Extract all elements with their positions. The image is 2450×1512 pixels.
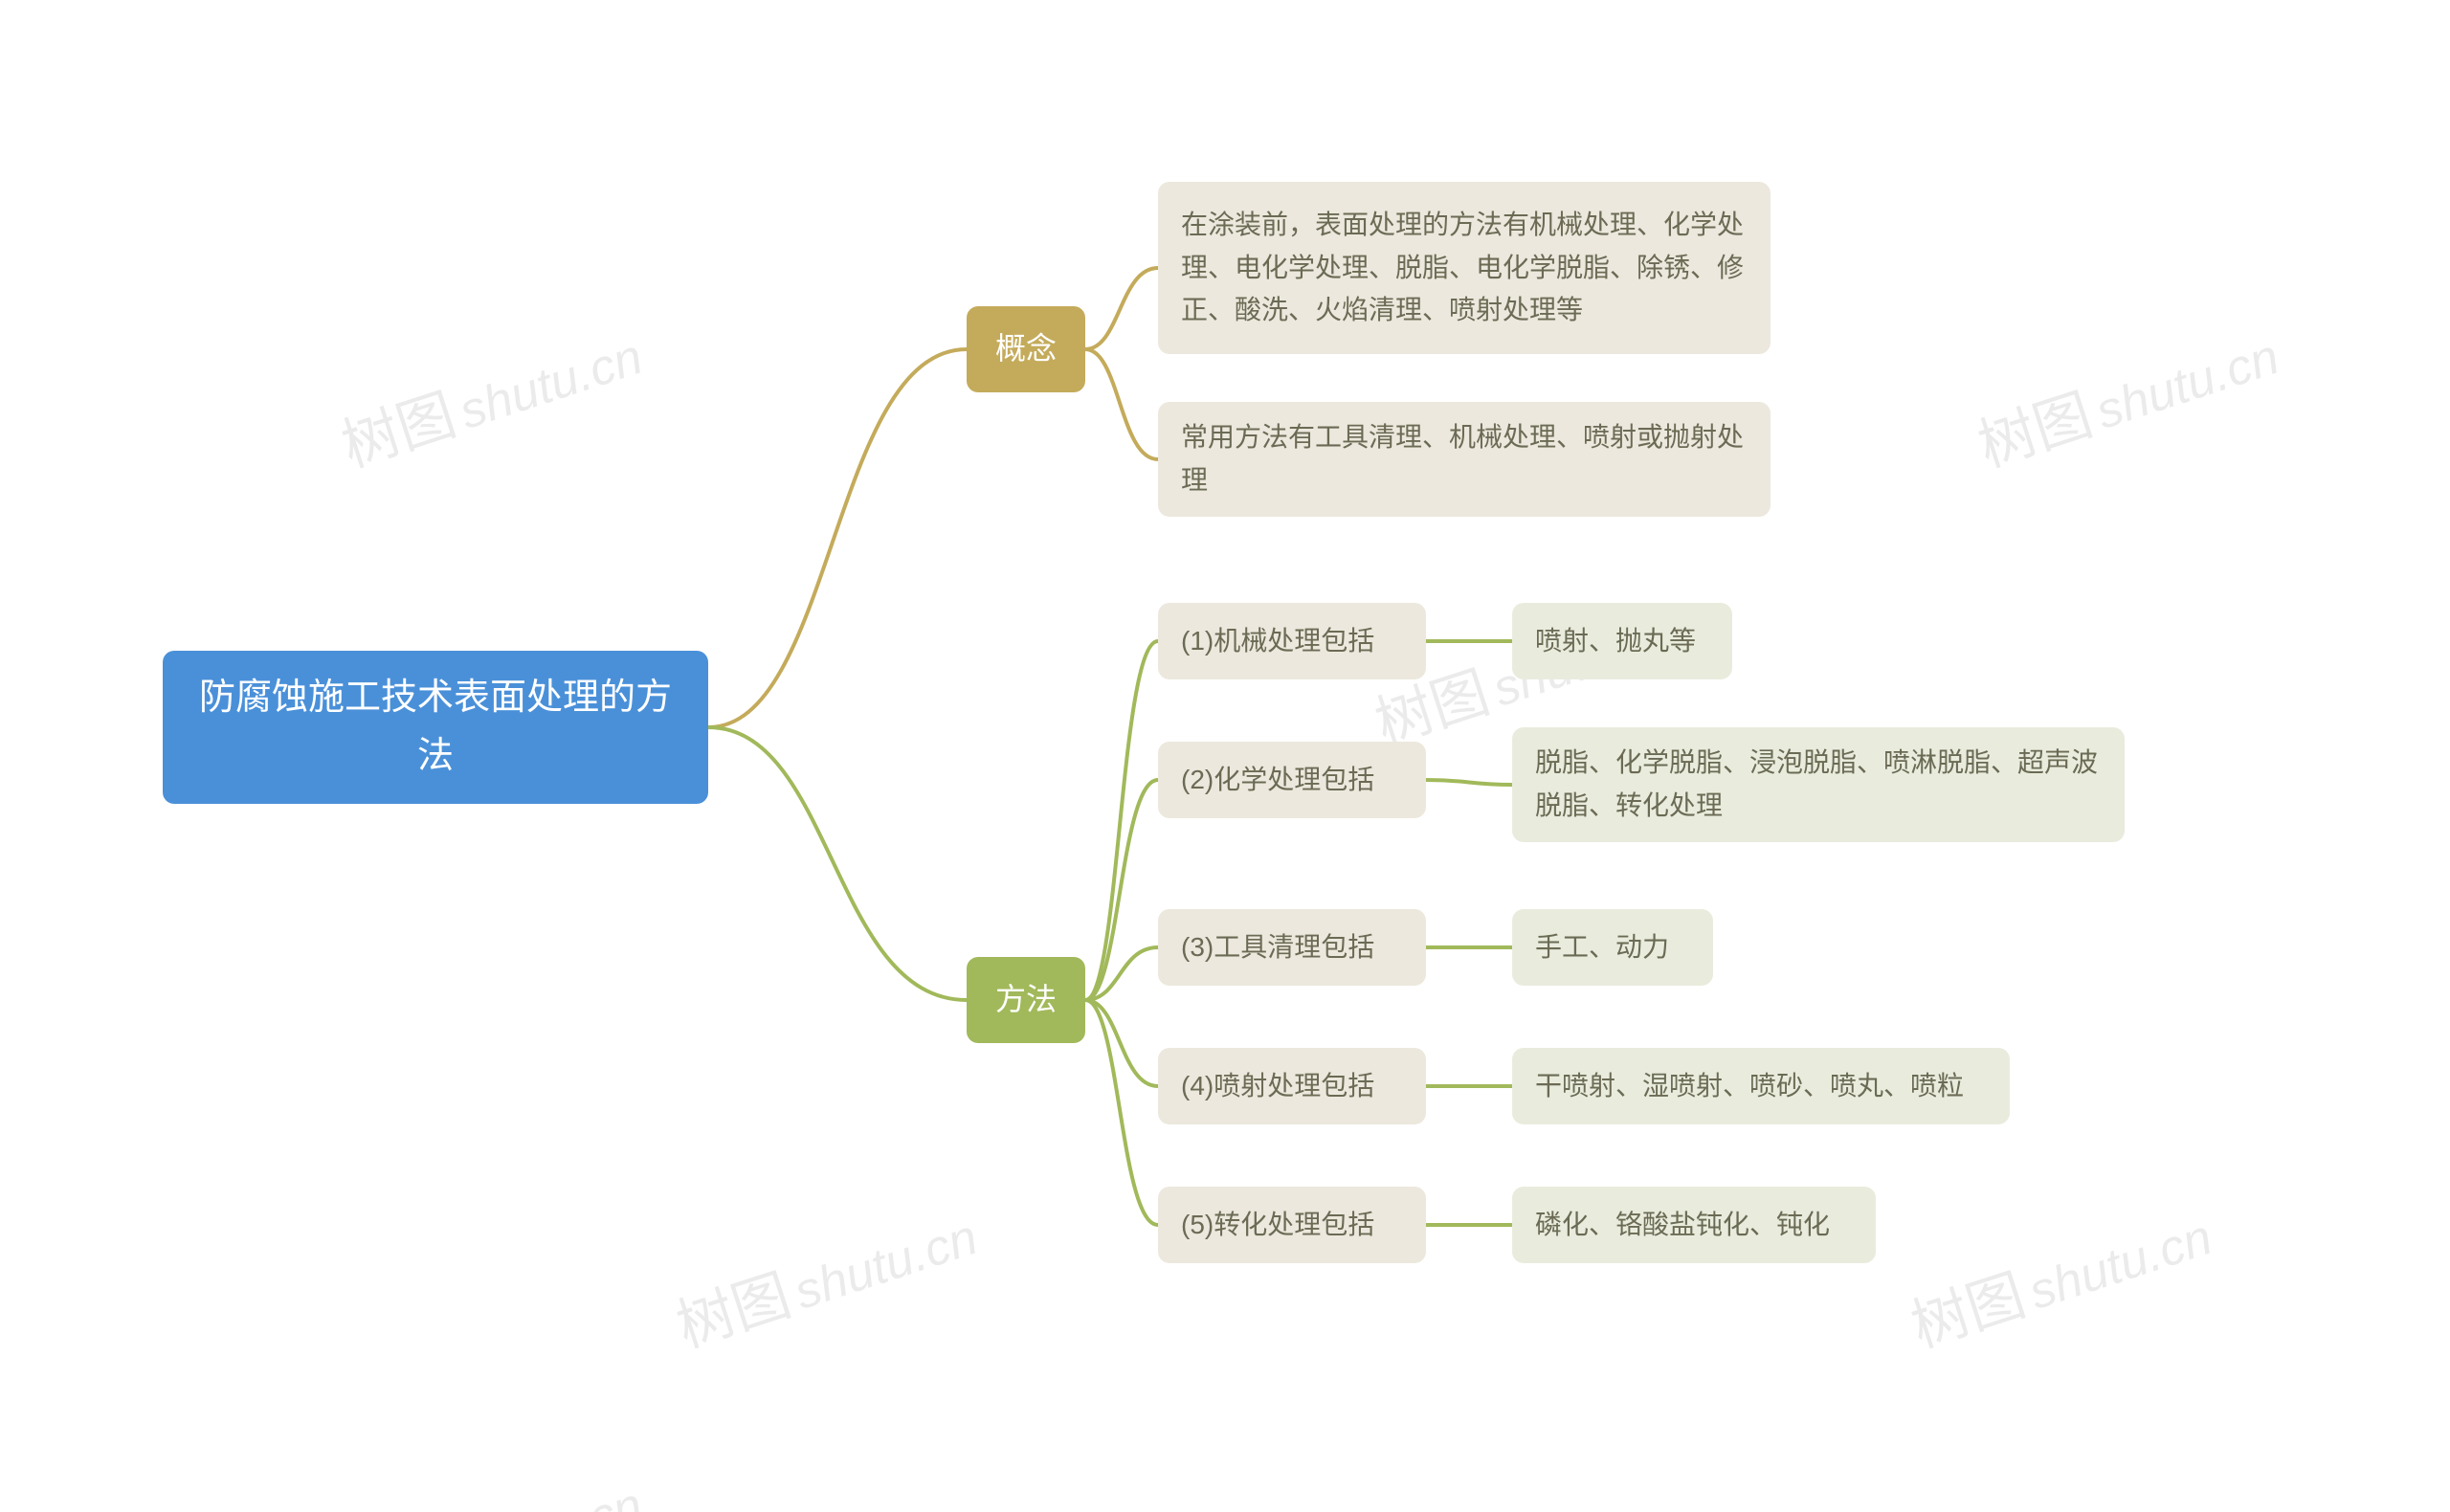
root-label: 防腐蚀施工技术表面处理的方法 [189, 669, 681, 786]
leaf-text: (4)喷射处理包括 [1181, 1065, 1374, 1108]
watermark: 树图shutu.cn [330, 1456, 652, 1512]
leaf-text: 喷射、抛丸等 [1535, 620, 1696, 663]
branch-label: 概念 [995, 324, 1057, 373]
leaf-text: (1)机械处理包括 [1181, 620, 1374, 663]
leaf-text: 干喷射、湿喷射、喷砂、喷丸、喷粒 [1535, 1065, 1964, 1108]
concept-leaf-1[interactable]: 在涂装前，表面处理的方法有机械处理、化学处理、电化学处理、脱脂、电化学脱脂、除锈… [1158, 182, 1771, 354]
method-sub-3[interactable]: (3)工具清理包括 [1158, 909, 1426, 986]
watermark: 树图shutu.cn [665, 1189, 987, 1364]
method-sub-2[interactable]: (2)化学处理包括 [1158, 742, 1426, 818]
leaf-text: 在涂装前，表面处理的方法有机械处理、化学处理、电化学处理、脱脂、电化学脱脂、除锈… [1181, 204, 1748, 332]
watermark: 树图shutu.cn [1967, 308, 2288, 483]
leaf-text: (5)转化处理包括 [1181, 1204, 1374, 1247]
leaf-text: 磷化、铬酸盐钝化、钝化 [1535, 1204, 1830, 1247]
leaf-text: (3)工具清理包括 [1181, 926, 1374, 969]
method-sub-5[interactable]: (5)转化处理包括 [1158, 1187, 1426, 1263]
root-node[interactable]: 防腐蚀施工技术表面处理的方法 [163, 651, 708, 804]
leaf-text: 脱脂、化学脱脂、浸泡脱脂、喷淋脱脂、超声波脱脂、转化处理 [1535, 742, 2102, 828]
leaf-text: (2)化学处理包括 [1181, 759, 1374, 802]
method-detail-2[interactable]: 脱脂、化学脱脂、浸泡脱脂、喷淋脱脂、超声波脱脂、转化处理 [1512, 727, 2125, 842]
branch-concept[interactable]: 概念 [967, 306, 1085, 392]
method-sub-1[interactable]: (1)机械处理包括 [1158, 603, 1426, 679]
method-sub-4[interactable]: (4)喷射处理包括 [1158, 1048, 1426, 1124]
concept-leaf-2[interactable]: 常用方法有工具清理、机械处理、喷射或抛射处理 [1158, 402, 1771, 517]
leaf-text: 常用方法有工具清理、机械处理、喷射或抛射处理 [1181, 416, 1748, 502]
leaf-text: 手工、动力 [1535, 926, 1669, 969]
branch-method[interactable]: 方法 [967, 957, 1085, 1043]
method-detail-3[interactable]: 手工、动力 [1512, 909, 1713, 986]
watermark: 树图shutu.cn [1900, 1189, 2221, 1364]
method-detail-1[interactable]: 喷射、抛丸等 [1512, 603, 1732, 679]
branch-label: 方法 [995, 975, 1057, 1024]
watermark: 树图shutu.cn [330, 308, 652, 483]
method-detail-5[interactable]: 磷化、铬酸盐钝化、钝化 [1512, 1187, 1876, 1263]
method-detail-4[interactable]: 干喷射、湿喷射、喷砂、喷丸、喷粒 [1512, 1048, 2010, 1124]
